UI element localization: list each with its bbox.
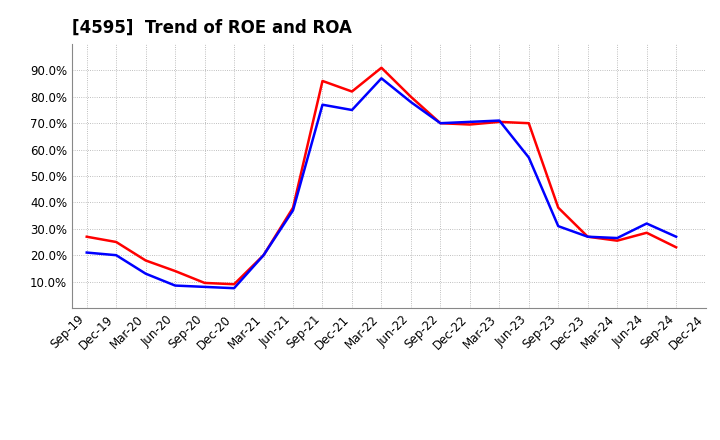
ROE — [200, 280, 209, 286]
ROE — [230, 282, 238, 287]
ROA — [642, 221, 651, 226]
ROA — [583, 234, 592, 239]
ROA — [230, 286, 238, 291]
ROE — [171, 268, 179, 274]
ROE — [436, 121, 445, 126]
ROE — [141, 258, 150, 263]
ROE — [289, 205, 297, 210]
ROE — [524, 121, 533, 126]
ROE — [318, 78, 327, 84]
ROA — [672, 234, 680, 239]
ROE — [377, 65, 386, 70]
ROA — [259, 253, 268, 258]
ROA — [141, 271, 150, 276]
ROE — [642, 230, 651, 235]
ROE — [583, 234, 592, 239]
ROE — [112, 239, 120, 245]
ROE — [466, 122, 474, 127]
ROA — [377, 76, 386, 81]
ROA — [554, 224, 562, 229]
ROA — [171, 283, 179, 288]
ROE — [672, 245, 680, 250]
ROA — [466, 119, 474, 125]
ROA — [495, 118, 503, 123]
ROE — [82, 234, 91, 239]
ROE — [495, 119, 503, 125]
ROE — [613, 238, 621, 243]
ROE — [407, 94, 415, 99]
ROA — [348, 107, 356, 113]
Text: [4595]  Trend of ROE and ROA: [4595] Trend of ROE and ROA — [72, 19, 352, 37]
ROA — [318, 102, 327, 107]
ROA — [407, 99, 415, 105]
ROE — [554, 205, 562, 210]
ROA — [436, 121, 445, 126]
ROE — [259, 253, 268, 258]
ROA — [613, 235, 621, 241]
ROA — [112, 253, 120, 258]
Line: ROE: ROE — [86, 68, 676, 284]
Line: ROA: ROA — [86, 78, 676, 288]
ROA — [524, 155, 533, 160]
ROA — [82, 250, 91, 255]
ROE — [348, 89, 356, 94]
ROA — [200, 284, 209, 290]
ROA — [289, 208, 297, 213]
